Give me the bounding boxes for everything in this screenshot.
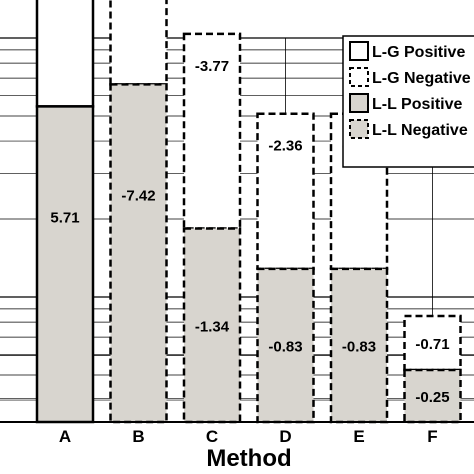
legend-swatch-1 (349, 67, 369, 87)
value-label-lower-A: 5.71 (50, 209, 79, 226)
x-tick-label-F: F (427, 427, 437, 446)
value-label-upper-F: -0.71 (415, 336, 449, 353)
x-tick-label-E: E (353, 427, 364, 446)
x-tick-label-B: B (132, 427, 144, 446)
x-tick-label-A: A (59, 427, 71, 446)
x-axis-label: Method (206, 445, 291, 472)
value-label-lower-E: -0.83 (342, 338, 376, 355)
x-tick-label-D: D (279, 427, 291, 446)
bar-lower-D (256, 267, 315, 424)
bar-upper-D (256, 112, 315, 271)
legend-label-0: L-G Positive (372, 44, 465, 61)
bar-upper-B (109, 0, 168, 86)
x-tick-labels: A B C D E F (59, 427, 438, 446)
bar-lower-F (403, 368, 462, 424)
legend-swatch-2 (349, 93, 369, 113)
legend-label-3: L-L Negative (372, 122, 468, 139)
legend-swatch-0 (349, 41, 369, 61)
legend-swatch-3 (349, 119, 369, 139)
value-label-lower-D: -0.83 (268, 338, 302, 355)
bar-upper-F (403, 314, 462, 372)
value-label-upper-D: -2.36 (268, 138, 302, 155)
bar-lower-B (109, 83, 168, 424)
legend-label-2: L-L Positive (372, 96, 462, 113)
value-label-lower-C: -1.34 (195, 318, 230, 335)
value-label-lower-B: -7.42 (121, 187, 155, 204)
value-label-lower-F: -0.25 (415, 389, 449, 406)
bar-lower-A (35, 105, 95, 424)
bar-upper-A (35, 0, 95, 108)
bars (35, 0, 462, 424)
x-tick-label-C: C (206, 427, 218, 446)
value-label-upper-C: -3.77 (195, 58, 229, 75)
bar-lower-E (329, 267, 389, 424)
legend-label-1: L-G Negative (372, 70, 471, 87)
legend: L-G Positive L-G Negative L-L Positive L-L … (342, 35, 474, 168)
